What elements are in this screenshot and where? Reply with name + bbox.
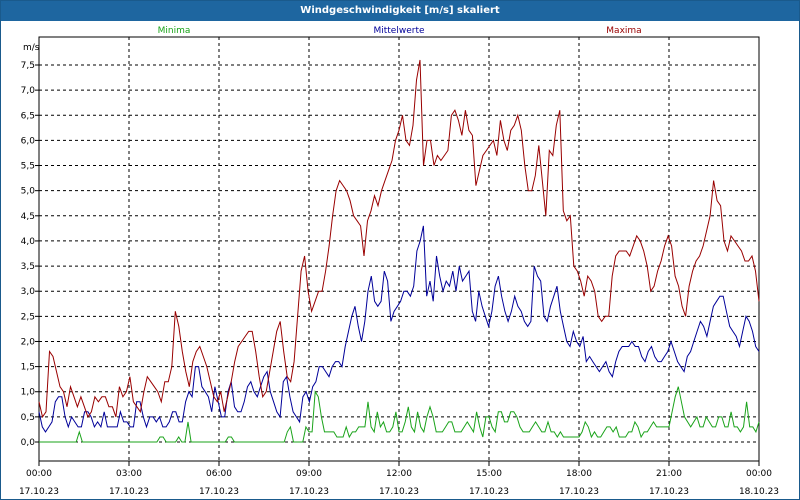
y-tick-label: 0,0: [21, 438, 36, 448]
x-tick-label: 00:00: [746, 469, 772, 479]
x-tick-label: 00:00: [26, 469, 52, 479]
x-tick-label: 18:00: [566, 469, 592, 479]
series-line-maxima: [38, 59, 760, 419]
x-tick-label: 12:00: [386, 469, 412, 479]
y-tick-label: 7,0: [21, 86, 36, 96]
legend-maxima: Maxima: [606, 26, 641, 36]
y-tick-label: 0,5: [21, 413, 35, 423]
legend-minima: Minima: [158, 26, 191, 36]
chart-svg: 0,0 0,5 1,0 1,5 2,0 2,5 3,0 3,5 4,0 4,5 5,0 5,5 6,0 6…: [19, 26, 779, 497]
y-tick-label: 6,0: [21, 136, 36, 146]
x-tick-label: 09:00: [296, 469, 322, 479]
chart-title: Windgeschwindigkeit [m/s] skaliert: [1, 1, 799, 21]
x-tick-date: 17.10.23: [649, 487, 689, 497]
x-tick-label: 21:00: [656, 469, 682, 479]
x-tick-date: 17.10.23: [109, 487, 149, 497]
series-line-mittelwerte: [38, 225, 760, 433]
x-tick-date: 17.10.23: [19, 487, 59, 497]
x-tick-date: 17.10.23: [379, 487, 419, 497]
legend-mittelwerte: Mittelwerte: [373, 26, 424, 36]
y-tick-label: 3,0: [21, 287, 36, 297]
y-tick-label: 2,0: [21, 337, 36, 347]
y-tick-label: 2,5: [21, 312, 35, 322]
x-tick-date: 17.10.23: [199, 487, 239, 497]
y-tick-label: 7,5: [21, 61, 35, 71]
x-tick-label: 06:00: [206, 469, 232, 479]
y-tick-label: 5,0: [21, 187, 36, 197]
x-tick-date: 18.10.23: [739, 487, 779, 497]
series-line-minima: [39, 386, 760, 443]
x-tick-date: 17.10.23: [289, 487, 329, 497]
y-axis-label: m/s: [23, 43, 40, 53]
x-tick-date: 17.10.23: [559, 487, 599, 497]
y-tick-label: 4,0: [21, 237, 36, 247]
x-tick-label: 03:00: [116, 469, 142, 479]
y-tick-label: 3,5: [21, 262, 35, 272]
y-tick-label: 5,5: [21, 162, 35, 172]
x-tick-label: 15:00: [476, 469, 502, 479]
y-tick-label: 6,5: [21, 111, 35, 121]
y-tick-label: 4,5: [21, 212, 35, 222]
y-tick-label: 1,0: [21, 388, 36, 398]
x-tick-date: 17.10.23: [469, 487, 509, 497]
y-tick-label: 1,5: [21, 363, 35, 373]
